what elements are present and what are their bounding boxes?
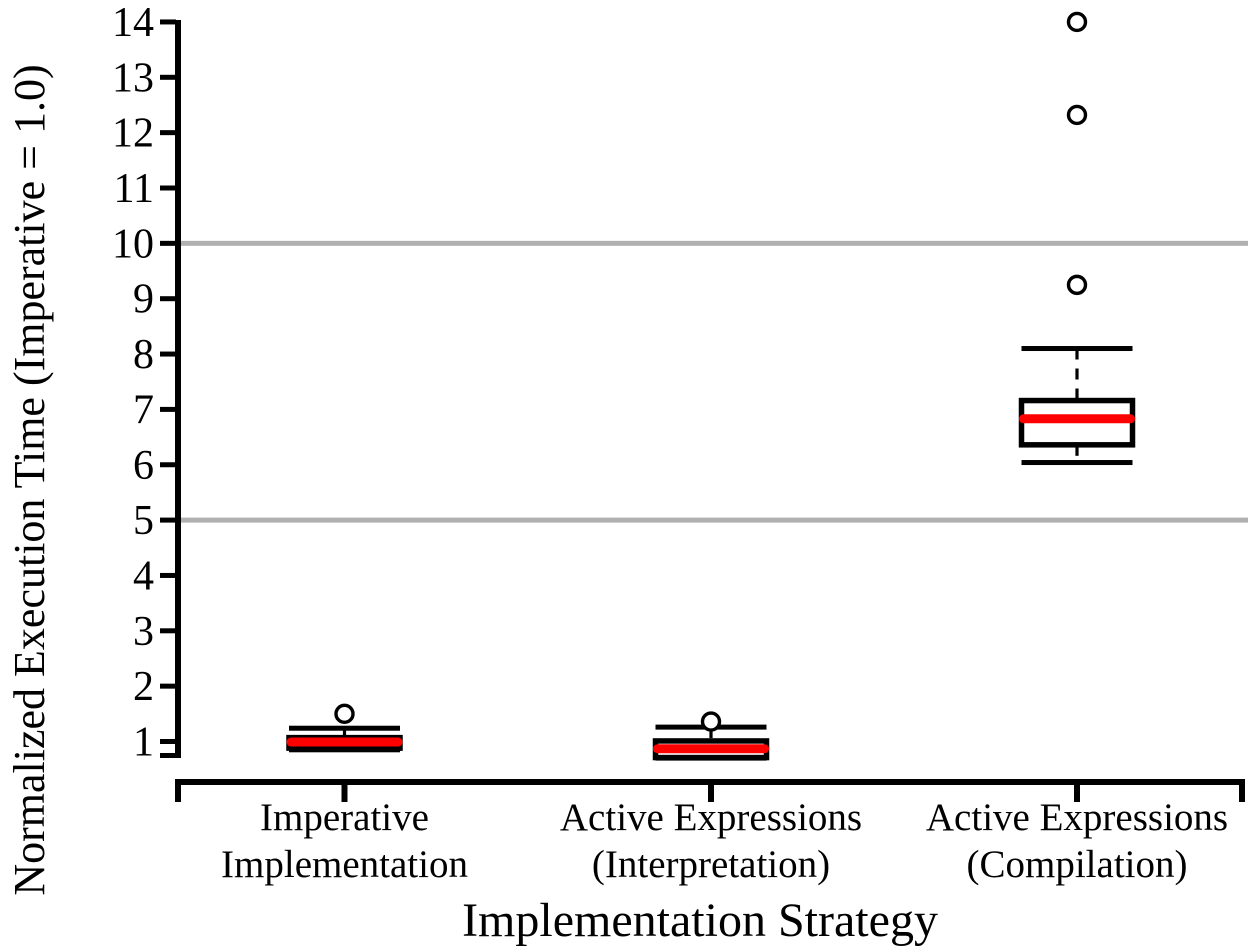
y-tick-12 bbox=[160, 130, 176, 136]
y-tick-6 bbox=[160, 462, 176, 468]
y-tick-3 bbox=[160, 628, 176, 634]
y-tick-7 bbox=[160, 406, 176, 412]
x-axis-tick bbox=[1074, 779, 1080, 802]
y-tick-2 bbox=[160, 683, 176, 689]
y-tick-label-9: 9 bbox=[133, 277, 154, 323]
labels-layer: Implementation Strategy Normalized Execu… bbox=[5, 0, 1228, 947]
whisker-cap-high bbox=[289, 725, 400, 731]
x-axis-end-tick bbox=[1239, 779, 1245, 802]
median-line bbox=[1019, 414, 1135, 424]
y-tick-label-11: 11 bbox=[114, 166, 154, 212]
median-line bbox=[286, 737, 403, 747]
axes-layer bbox=[160, 19, 1245, 802]
y-axis-end-cap bbox=[160, 753, 181, 758]
y-tick-label-1: 1 bbox=[133, 720, 154, 766]
gridline-y-10 bbox=[181, 240, 1248, 246]
category-label-2-line-1: Active Expressions bbox=[926, 796, 1228, 839]
y-tick-label-7: 7 bbox=[133, 387, 154, 433]
y-axis-line bbox=[175, 20, 181, 758]
gridline-layer bbox=[181, 240, 1248, 523]
y-tick-1 bbox=[160, 739, 176, 744]
outlier-point bbox=[1066, 274, 1088, 296]
y-tick-13 bbox=[160, 74, 176, 80]
y-tick-14 bbox=[160, 19, 176, 25]
category-label-1-line-1: Active Expressions bbox=[560, 796, 862, 839]
y-tick-4 bbox=[160, 572, 176, 578]
y-tick-label-2: 2 bbox=[133, 664, 154, 710]
outlier-point bbox=[700, 711, 722, 732]
y-tick-label-14: 14 bbox=[112, 0, 154, 46]
y-tick-label-10: 10 bbox=[112, 221, 154, 267]
y-tick-8 bbox=[160, 351, 176, 357]
whisker-cap-low bbox=[1021, 460, 1133, 466]
y-tick-11 bbox=[160, 185, 176, 191]
category-label-2-line-2: (Compilation) bbox=[967, 843, 1188, 886]
category-label-1-line-2: (Interpretation) bbox=[592, 843, 830, 886]
outlier-point bbox=[1066, 11, 1088, 33]
whisker-cap-high bbox=[1021, 346, 1133, 352]
x-axis-end-tick bbox=[175, 779, 181, 802]
x-axis-tick bbox=[341, 779, 348, 802]
x-axis-title: Implementation Strategy bbox=[462, 894, 938, 947]
category-label-0-line-2: Implementation bbox=[221, 843, 468, 886]
outlier-point bbox=[334, 703, 355, 725]
y-tick-label-13: 13 bbox=[112, 55, 154, 101]
y-tick-label-6: 6 bbox=[133, 443, 154, 489]
y-tick-label-12: 12 bbox=[112, 111, 154, 157]
y-tick-label-4: 4 bbox=[133, 553, 154, 599]
y-tick-label-3: 3 bbox=[133, 609, 154, 655]
y-tick-label-8: 8 bbox=[133, 332, 154, 378]
gridline-y-5 bbox=[181, 517, 1248, 523]
y-tick-10 bbox=[160, 240, 176, 246]
x-axis-tick bbox=[708, 779, 714, 802]
y-tick-label-5: 5 bbox=[133, 498, 154, 544]
outlier-point bbox=[1066, 104, 1088, 126]
y-axis-title: Normalized Execution Time (Imperative = … bbox=[5, 64, 54, 895]
category-label-0-line-1: Imperative bbox=[260, 796, 429, 839]
y-tick-9 bbox=[160, 296, 176, 302]
y-tick-5 bbox=[160, 517, 176, 523]
boxes-layer bbox=[286, 11, 1136, 761]
median-line bbox=[653, 744, 769, 754]
